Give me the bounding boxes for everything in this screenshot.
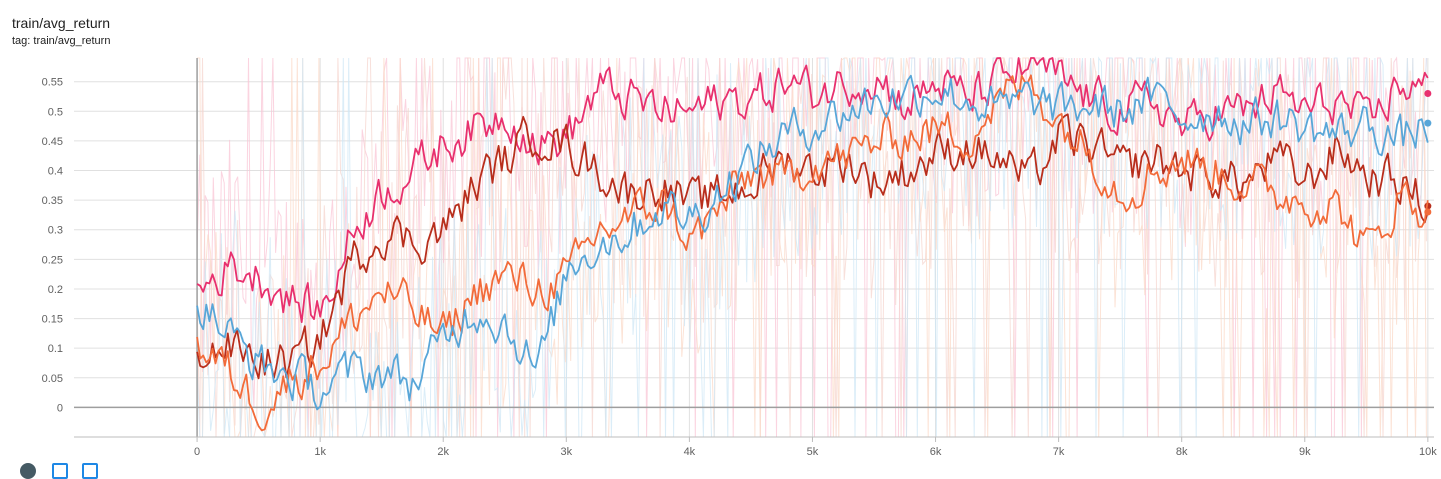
y-tick-label: 0.35 [42, 195, 63, 207]
x-tick-label: 1k [314, 446, 326, 458]
y-tick-label: 0.15 [42, 314, 63, 326]
series-end-point [1424, 90, 1432, 98]
series-line [196, 74, 1429, 411]
series-end-point [1424, 208, 1432, 216]
chart-tag: tag: train/avg_return [12, 35, 111, 47]
line-chart[interactable]: 0 0.05 0.1 0.15 0.2 0.25 0.3 0.35 0.4 0.45 0.5 0.55… [0, 0, 1441, 469]
tick-labels: 0 0.05 0.1 0.15 0.2 0.25 0.3 0.35 0.4 0.45 0.5 0.55… [42, 77, 1438, 458]
x-tick-label: 10k [1419, 446, 1437, 458]
y-tick-label: 0 [57, 402, 63, 414]
series-line [196, 57, 1429, 324]
series-line [196, 74, 1429, 432]
axes [74, 58, 1434, 442]
y-tick-label: 0.5 [48, 106, 63, 118]
series-end-point [1424, 119, 1432, 127]
x-tick-label: 8k [1176, 446, 1188, 458]
x-tick-label: 2k [437, 446, 449, 458]
y-tick-label: 0.3 [48, 225, 63, 237]
x-tick-label: 4k [684, 446, 696, 458]
y-tick-label: 0.45 [42, 136, 63, 148]
fullscreen-icon[interactable] [20, 463, 36, 479]
y-tick-label: 0.1 [48, 343, 63, 355]
y-tick-label: 0.25 [42, 254, 63, 266]
raw-series-line [197, 57, 1427, 438]
x-tick-label: 5k [807, 446, 819, 458]
fit-domain-icon[interactable] [82, 463, 98, 479]
x-tick-label: 9k [1299, 446, 1311, 458]
log-scale-toggle-icon[interactable] [52, 463, 68, 479]
x-tick-label: 6k [930, 446, 942, 458]
x-tick-label: 3k [560, 446, 572, 458]
chart-title: train/avg_return [12, 15, 111, 31]
x-tick-label: 0 [194, 446, 200, 458]
x-tick-label: 7k [1053, 446, 1065, 458]
series-lines [196, 57, 1432, 432]
y-tick-label: 0.05 [42, 373, 63, 385]
y-tick-label: 0.2 [48, 284, 63, 296]
y-tick-label: 0.55 [42, 77, 63, 89]
y-tick-label: 0.4 [48, 166, 63, 178]
